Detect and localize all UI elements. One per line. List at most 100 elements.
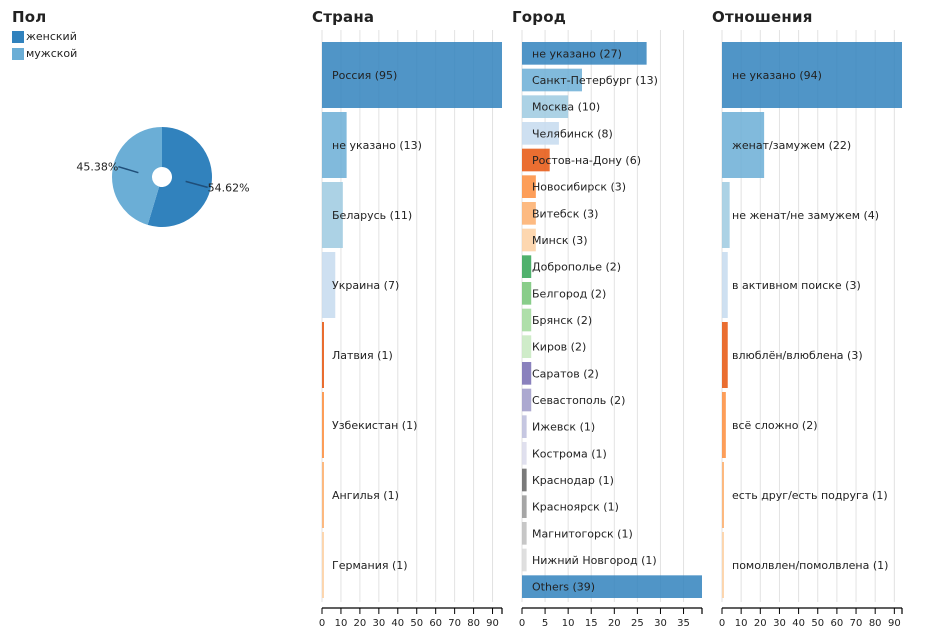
bar-group[interactable]: Севастополь (2) xyxy=(522,388,625,412)
bar-group[interactable]: Others (39) xyxy=(522,575,702,598)
bar[interactable] xyxy=(522,282,532,305)
bar[interactable] xyxy=(722,252,728,318)
bar[interactable] xyxy=(522,335,532,358)
legend-item-male[interactable]: мужской xyxy=(12,45,77,62)
bar[interactable] xyxy=(522,148,550,172)
bar-group[interactable]: Россия (95) xyxy=(322,42,502,108)
bar-label: влюблён/влюблена (3) xyxy=(732,349,863,362)
relationship-chart-title: Отношения xyxy=(712,8,813,26)
bar[interactable] xyxy=(522,575,702,598)
bar-group[interactable]: Нижний Новгород (1) xyxy=(522,548,657,572)
bar[interactable] xyxy=(322,462,324,528)
bar-group[interactable]: не указано (27) xyxy=(522,42,647,65)
bar[interactable] xyxy=(522,68,582,92)
bar-group[interactable]: не женат/не замужем (4) xyxy=(722,182,879,248)
x-axis-tick-label: 30 xyxy=(654,618,667,629)
bar-label: есть друг/есть подруга (1) xyxy=(732,489,888,502)
bar[interactable] xyxy=(522,202,536,225)
bar-group[interactable]: Киров (2) xyxy=(522,335,586,358)
bar-group[interactable]: Магнитогорск (1) xyxy=(522,522,633,545)
bar[interactable] xyxy=(322,322,324,388)
bar-label: Россия (95) xyxy=(332,69,397,82)
bar-group[interactable]: Новосибирск (3) xyxy=(522,175,626,198)
bar-group[interactable]: Беларусь (11) xyxy=(322,182,412,248)
bar-group[interactable]: Ангилья (1) xyxy=(322,462,399,528)
bar-group[interactable]: Белгород (2) xyxy=(522,282,606,305)
bar-group[interactable]: Украина (7) xyxy=(322,252,399,318)
pie-label-line xyxy=(185,180,208,189)
legend-item-female[interactable]: женский xyxy=(12,28,77,45)
x-axis-tick-label: 30 xyxy=(372,618,385,629)
bar[interactable] xyxy=(522,122,559,145)
x-axis-tick-label: 50 xyxy=(811,618,824,629)
x-axis-tick-label: 10 xyxy=(335,618,348,629)
x-axis-tick-label: 0 xyxy=(519,618,525,629)
bar[interactable] xyxy=(522,308,532,332)
bar-group[interactable]: Красноярск (1) xyxy=(522,495,619,518)
bar-group[interactable]: Германия (1) xyxy=(322,532,408,598)
bar-group[interactable]: Кострома (1) xyxy=(522,442,607,465)
bar-group[interactable]: Узбекистан (1) xyxy=(322,392,417,458)
pie-slice-female[interactable] xyxy=(147,127,213,227)
x-axis-tick-label: 25 xyxy=(631,618,644,629)
bar-label: в активном поиске (3) xyxy=(732,279,861,292)
bar[interactable] xyxy=(722,182,730,248)
bar-group[interactable]: не указано (13) xyxy=(322,112,422,178)
bar-group[interactable]: помолвлен/помолвлена (1) xyxy=(722,532,888,598)
bar[interactable] xyxy=(522,255,532,278)
bar-group[interactable]: всё сложно (2) xyxy=(722,392,818,458)
bar-group[interactable]: в активном поиске (3) xyxy=(722,252,861,318)
bar-group[interactable]: Ростов-на-Дону (6) xyxy=(522,148,641,172)
bar-group[interactable]: Краснодар (1) xyxy=(522,468,614,492)
bar[interactable] xyxy=(722,42,902,108)
bar[interactable] xyxy=(522,388,532,412)
bar[interactable] xyxy=(322,532,324,598)
bar-label: Севастополь (2) xyxy=(532,394,625,407)
bar[interactable] xyxy=(722,462,724,528)
bar-group[interactable]: есть друг/есть подруга (1) xyxy=(722,462,888,528)
bar[interactable] xyxy=(522,442,527,465)
x-axis-tick-label: 70 xyxy=(448,618,461,629)
bar[interactable] xyxy=(322,112,347,178)
bar-label: Магнитогорск (1) xyxy=(532,527,633,540)
bar[interactable] xyxy=(522,495,527,518)
bar-group[interactable]: Брянск (2) xyxy=(522,308,592,332)
bar-group[interactable]: женат/замужем (22) xyxy=(722,112,851,178)
bar[interactable] xyxy=(522,175,536,198)
bar-group[interactable]: Челябинск (8) xyxy=(522,122,613,145)
x-axis-tick-label: 35 xyxy=(677,618,690,629)
bar[interactable] xyxy=(522,415,527,438)
bar-group[interactable]: Доброполье (2) xyxy=(522,255,621,278)
bar-label: Киров (2) xyxy=(532,341,586,354)
bar-label: Кострома (1) xyxy=(532,447,607,460)
bar[interactable] xyxy=(722,532,724,598)
bar-group[interactable]: Санкт-Петербург (13) xyxy=(522,68,658,92)
bar[interactable] xyxy=(322,182,343,248)
bar[interactable] xyxy=(322,252,336,318)
city-chart-title: Город xyxy=(512,8,567,26)
bar[interactable] xyxy=(722,392,726,458)
bar-group[interactable]: Саратов (2) xyxy=(522,362,599,385)
bar-group[interactable]: Ижевск (1) xyxy=(522,415,595,438)
pie-slice-male[interactable] xyxy=(112,127,162,225)
bar[interactable] xyxy=(322,42,502,108)
bar-group[interactable]: Витебск (3) xyxy=(522,202,598,225)
bar[interactable] xyxy=(522,228,536,252)
bar-label: Ижевск (1) xyxy=(532,421,595,434)
bar-group[interactable]: влюблён/влюблена (3) xyxy=(722,322,863,388)
bar[interactable] xyxy=(722,322,728,388)
bar-group[interactable]: не указано (94) xyxy=(722,42,902,108)
bar[interactable] xyxy=(522,522,527,545)
bar-group[interactable]: Москва (10) xyxy=(522,95,600,118)
bar[interactable] xyxy=(522,468,527,492)
bar[interactable] xyxy=(522,42,647,65)
bar[interactable] xyxy=(522,95,569,118)
bar[interactable] xyxy=(522,548,527,572)
bar-label: Красноярск (1) xyxy=(532,501,619,514)
bar-group[interactable]: Латвия (1) xyxy=(322,322,393,388)
bar[interactable] xyxy=(322,392,324,458)
bar[interactable] xyxy=(522,362,532,385)
bar-group[interactable]: Минск (3) xyxy=(522,228,588,252)
bar[interactable] xyxy=(722,112,765,178)
x-axis-tick-label: 90 xyxy=(888,618,901,629)
